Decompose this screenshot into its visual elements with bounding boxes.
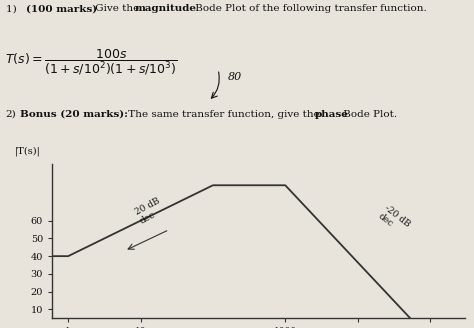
Text: Bonus (20 marks):: Bonus (20 marks): [20, 110, 128, 119]
Text: Bode Plot.: Bode Plot. [340, 110, 398, 119]
Text: -20 dB
dec: -20 dB dec [376, 203, 411, 237]
Text: phase: phase [315, 110, 349, 119]
Text: $T(s) = \dfrac{100s}{(1+s/10^2)(1+s/10^3)}$: $T(s) = \dfrac{100s}{(1+s/10^2)(1+s/10^3… [5, 48, 177, 77]
Text: The same transfer function, give the: The same transfer function, give the [125, 110, 323, 119]
Text: Bode Plot of the following transfer function.: Bode Plot of the following transfer func… [192, 4, 427, 13]
Text: ω: ω [473, 327, 474, 328]
Text: 20 dB
dec: 20 dB dec [134, 196, 166, 226]
Text: magnitude: magnitude [135, 4, 197, 13]
Text: 2): 2) [6, 110, 17, 119]
Text: (100 marks): (100 marks) [26, 4, 97, 13]
Text: Give the: Give the [92, 4, 143, 13]
Text: 1): 1) [6, 4, 23, 13]
Text: 80: 80 [228, 72, 242, 82]
Text: |T(s)|: |T(s)| [15, 147, 41, 156]
